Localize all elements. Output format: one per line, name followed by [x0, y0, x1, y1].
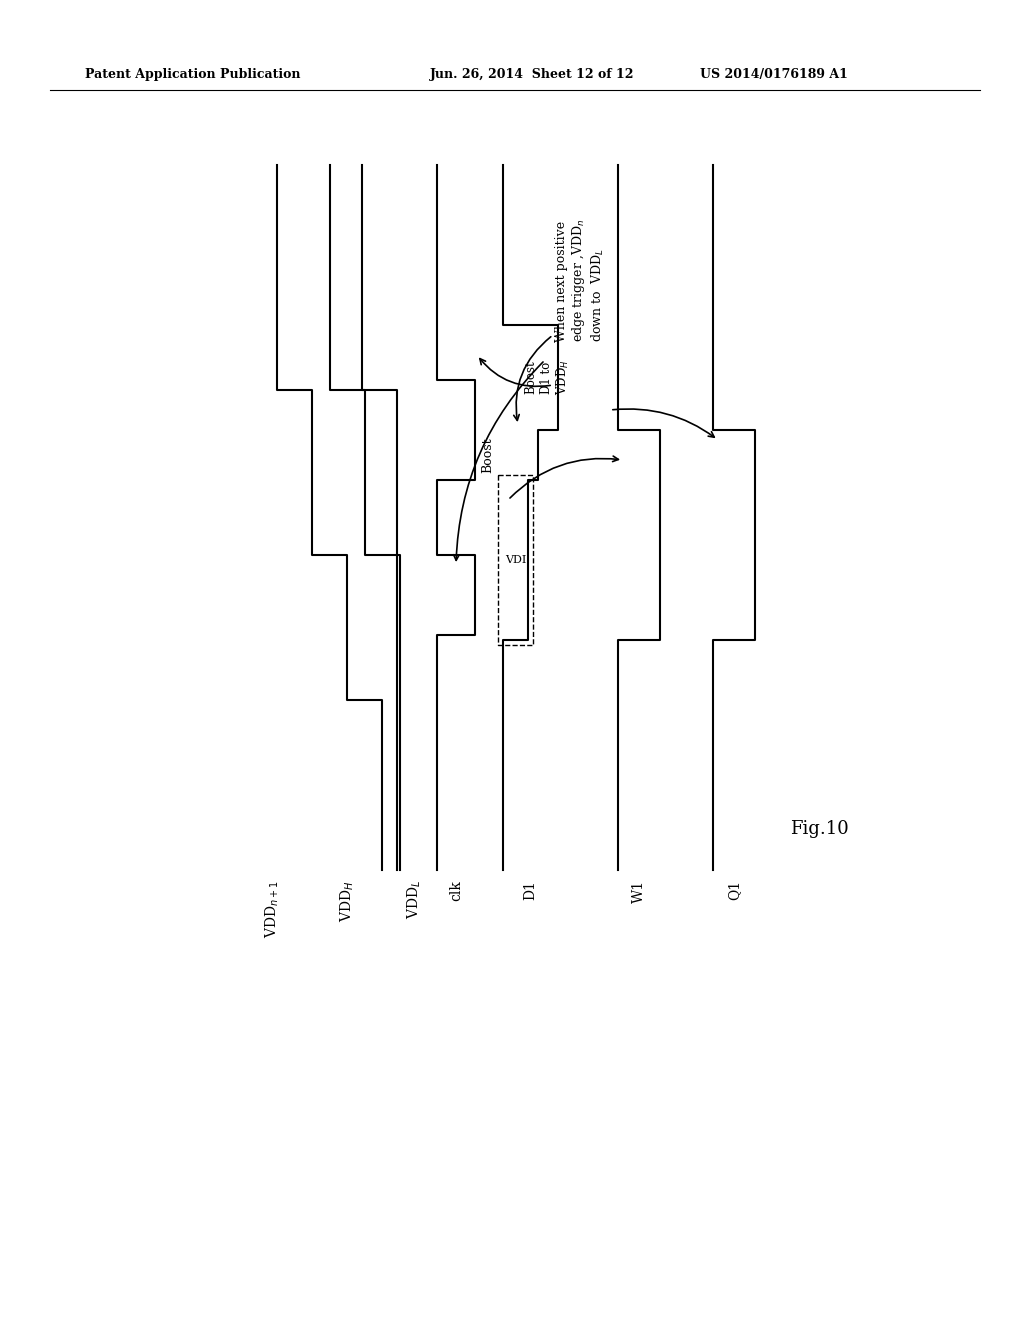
Text: VDD$_{n+1}$: VDD$_{n+1}$: [263, 880, 281, 939]
Text: VDD$_L$: VDD$_L$: [406, 880, 423, 920]
Text: Fig.10: Fig.10: [790, 820, 849, 838]
Text: Boost: Boost: [481, 437, 495, 473]
Text: Jun. 26, 2014  Sheet 12 of 12: Jun. 26, 2014 Sheet 12 of 12: [430, 69, 635, 81]
Text: D1: D1: [523, 880, 538, 900]
Text: clk: clk: [449, 880, 463, 900]
Text: Boost
D1 to
VDD$_H$: Boost D1 to VDD$_H$: [524, 360, 571, 395]
Text: US 2014/0176189 A1: US 2014/0176189 A1: [700, 69, 848, 81]
Text: W1: W1: [632, 880, 646, 903]
Text: When next positive
edge trigger ,VDD$_n$
down to  VDD$_L$: When next positive edge trigger ,VDD$_n$…: [555, 218, 606, 342]
Text: VDD$_H$: VDD$_H$: [339, 880, 356, 921]
Text: VDI: VDI: [505, 554, 526, 565]
Text: Patent Application Publication: Patent Application Publication: [85, 69, 300, 81]
Text: Q1: Q1: [727, 880, 741, 900]
